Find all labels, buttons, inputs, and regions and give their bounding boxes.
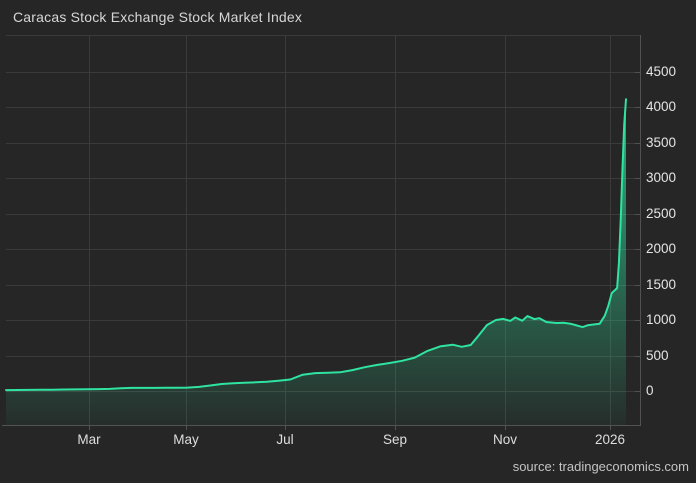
y-axis-tick-label: 4500 (646, 63, 677, 79)
y-axis-tick-label: 0 (646, 383, 654, 398)
x-axis-tick-label: 2026 (594, 432, 626, 447)
x-axis-tick-label: Nov (492, 432, 518, 447)
y-axis-tick-label: 3000 (646, 170, 677, 185)
x-axis-tick-label: Jul (276, 432, 294, 447)
source-attribution: source: tradingeconomics.com (512, 459, 689, 474)
chart-title: Caracas Stock Exchange Stock Market Inde… (13, 9, 303, 25)
y-axis-tick-label: 1000 (646, 312, 677, 327)
y-axis-tick-label: 4000 (646, 99, 677, 114)
y-axis-tick-label: 2000 (646, 241, 677, 256)
y-axis-tick-label: 1500 (646, 276, 677, 292)
x-axis-tick-label: May (173, 432, 199, 447)
y-axis-tick-label: 2500 (646, 205, 677, 221)
y-axis-tick-label: 500 (646, 347, 669, 363)
y-axis-tick-label: 3500 (646, 134, 677, 150)
x-axis-tick-label: Sep (382, 432, 408, 447)
x-axis-tick-label: Mar (77, 432, 101, 447)
